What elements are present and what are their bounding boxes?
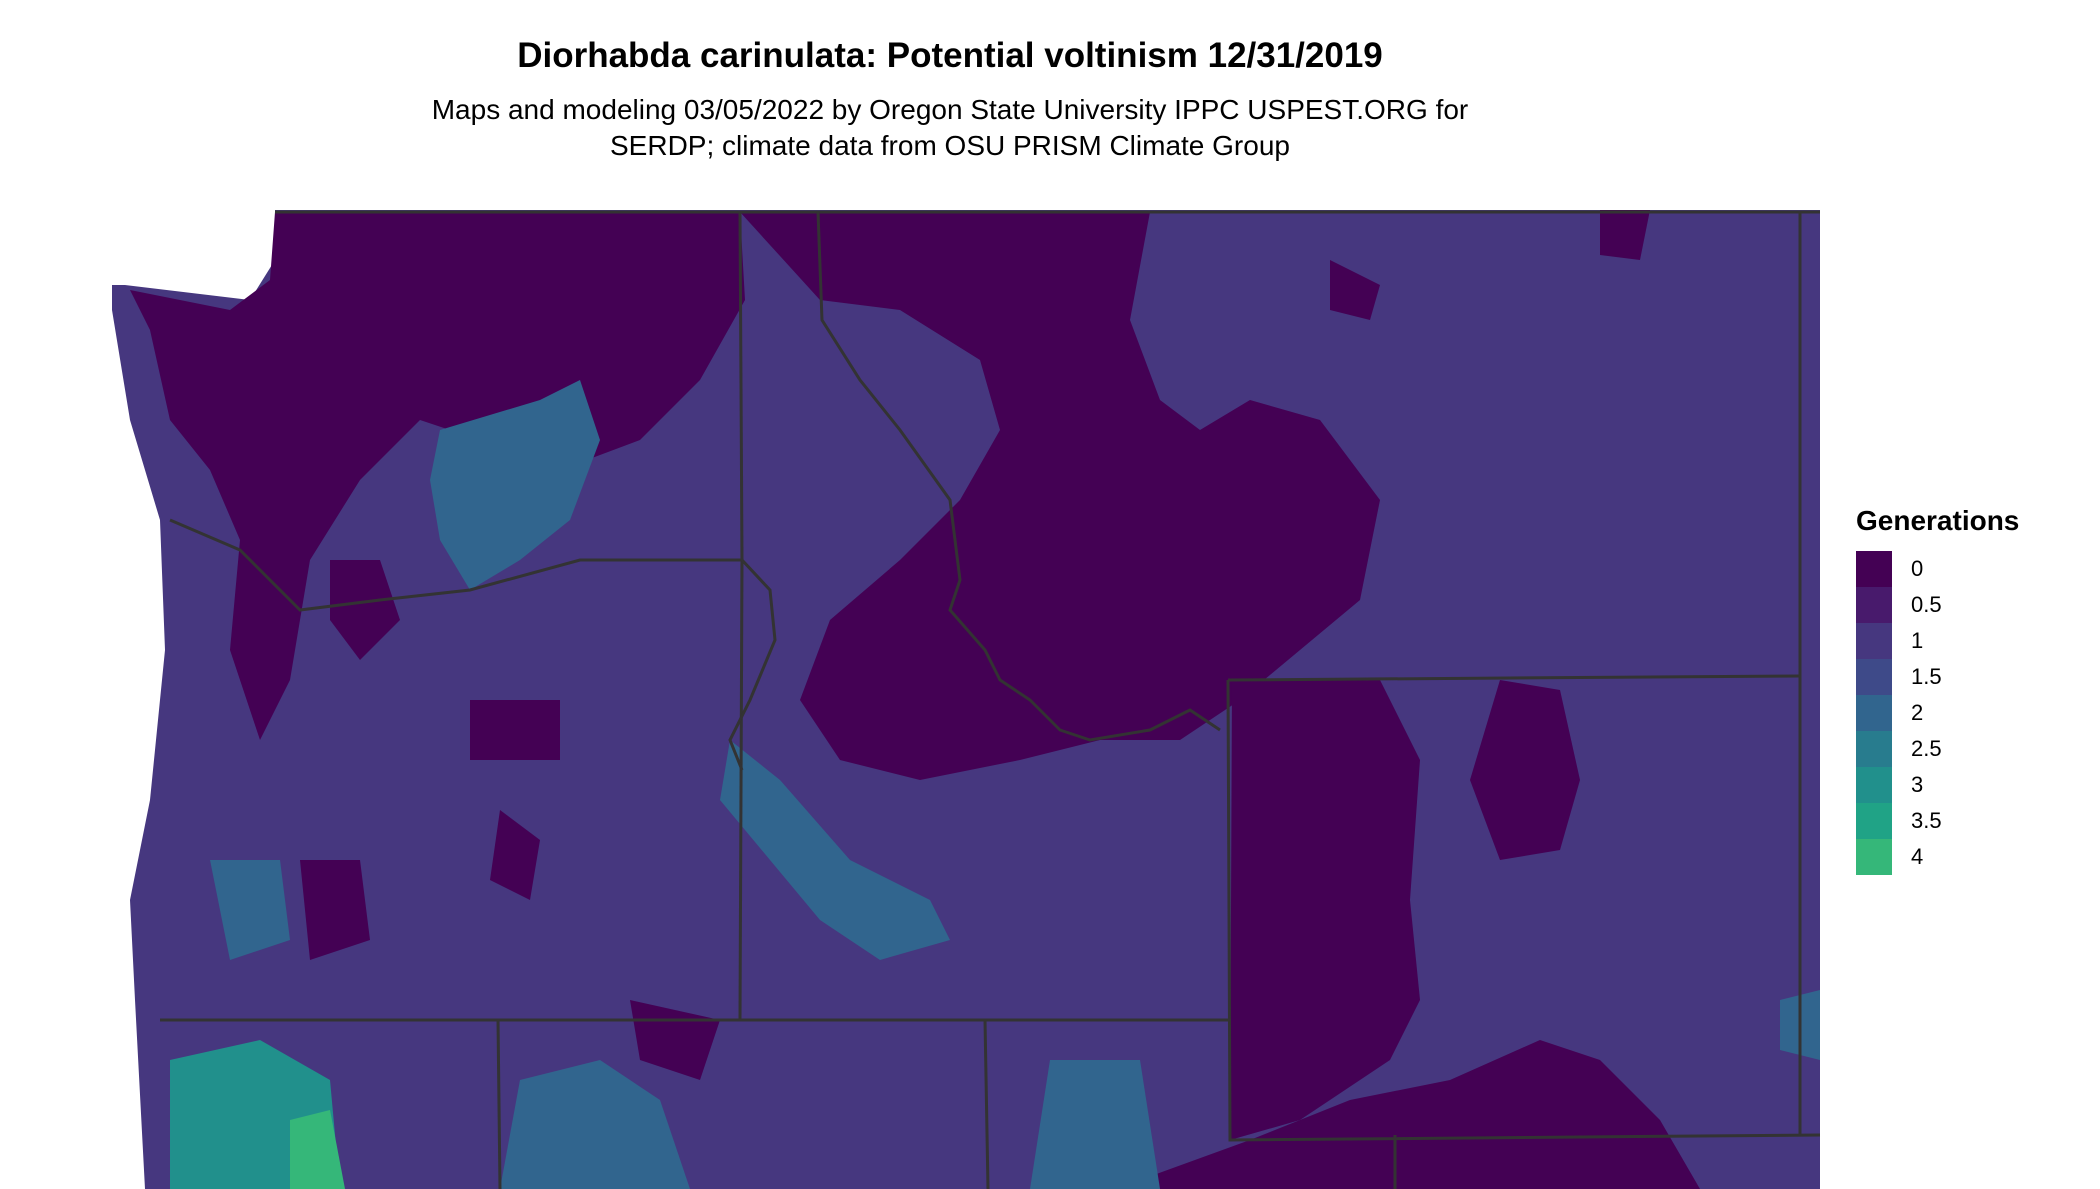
map-title: Diorhabda carinulata: Potential voltinis… [517,36,1383,75]
legend-label: 4 [1911,844,1924,869]
legend-title: Generations [1856,505,2020,536]
legend-item: 1 [1856,623,2019,659]
subtitle-line-2: SERDP; climate data from OSU PRISM Clima… [610,130,1290,161]
map-subtitle: Maps and modeling 03/05/2022 by Oregon S… [0,92,1900,164]
legend-label: 0.5 [1911,592,1942,617]
legend-label: 1.5 [1911,664,1942,689]
legend-swatch [1856,803,1892,839]
legend-item: 0 [1856,551,2019,587]
region-three-plus-generations [170,1040,345,1189]
legend-swatch [1856,767,1892,803]
legend-swatch [1856,731,1892,767]
legend-swatch [1856,587,1892,623]
legend-item: 3.5 [1856,803,2019,839]
legend-label: 3 [1911,772,1924,797]
legend-item: 0.5 [1856,587,2019,623]
region-two-generations [210,380,1820,1189]
legend: Generations 0 0.5 1 1.5 2 2.5 3 3.5 4 [1856,505,2019,875]
legend-swatch [1856,695,1892,731]
legend-item: 2 [1856,695,2019,731]
legend-item: 1.5 [1856,659,2019,695]
legend-swatch [1856,839,1892,875]
state-boundaries [160,210,1821,1189]
legend-item: 3 [1856,767,2019,803]
legend-label: 1 [1911,628,1924,653]
legend-swatch [1856,623,1892,659]
legend-label: 3.5 [1911,808,1942,833]
legend-label: 2 [1911,700,1924,725]
legend-swatch [1856,551,1892,587]
legend-label: 2.5 [1911,736,1942,761]
legend-item: 4 [1856,839,2019,875]
subtitle-line-1: Maps and modeling 03/05/2022 by Oregon S… [431,94,1469,125]
region-zero-generations [130,210,1700,1189]
legend-swatch [1856,659,1892,695]
legend-label: 0 [1911,556,1924,581]
legend-item: 2.5 [1856,731,2019,767]
